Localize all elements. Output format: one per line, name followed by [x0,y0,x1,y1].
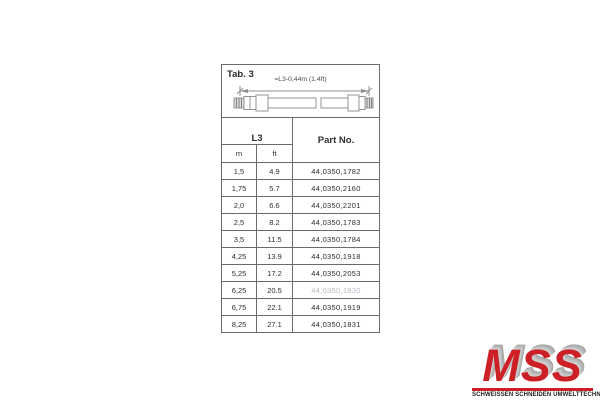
table-caption: Tab. 3 [227,69,254,80]
parts-table-body: Tab. 3 =L3-0,44m (1.4ft) [221,64,380,333]
unit-header-m: m [221,144,257,163]
column-header-part-no: Part No. [292,117,380,163]
table-row: 6,75 22.1 44,0350,1919 [221,298,380,316]
table-row: 8,25 27.1 44,0350,1831 [221,315,380,333]
cell-part-no: 44,0350,1830 [292,281,380,299]
table-row: 2,5 8.2 44,0350,1783 [221,213,380,231]
logo-tagline: SCHWEISSEN SCHNEIDEN UMWELTTECHNIK [472,392,600,398]
cell-length-ft: 11.5 [256,230,293,248]
cell-part-no: 44,0350,1918 [292,247,380,265]
dimension-arrow-right [361,89,369,93]
cell-length-ft: 8.2 [256,213,293,231]
unit-header-ft: ft [256,144,293,163]
table-row: 4,25 13.9 44,0350,1918 [221,247,380,265]
cell-part-no: 44,0350,2160 [292,179,380,197]
parts-table: Tab. 3 =L3-0,44m (1.4ft) [221,64,380,333]
cell-length-ft: 17.2 [256,264,293,282]
cell-length-m: 2,0 [221,196,257,214]
logo-text: MSS [482,340,583,391]
table-row: 5,25 17.2 44,0350,2053 [221,264,380,282]
logo: MSS SCHWEISSEN SCHNEIDEN UMWELTTECHNIK [472,340,600,398]
cell-length-ft: 4.9 [256,162,293,180]
cell-part-no: 44,0350,1783 [292,213,380,231]
cell-length-m: 4,25 [221,247,257,265]
table-row: 3,5 11.5 44,0350,1784 [221,230,380,248]
header-row: L3 Part No. [221,117,380,163]
thread-hatching [236,98,372,108]
table-row: 6,25 20.5 44,0350,1830 [221,281,380,299]
cell-part-no: 44,0350,1782 [292,162,380,180]
cell-length-m: 5,25 [221,264,257,282]
dimension-arrow-left [240,89,248,93]
cell-length-m: 3,5 [221,230,257,248]
cell-length-ft: 13.9 [256,247,293,265]
cell-length-m: 2,5 [221,213,257,231]
drawing-row: Tab. 3 =L3-0,44m (1.4ft) [221,64,380,118]
cell-length-ft: 20.5 [256,281,293,299]
table-row: 1,5 4.9 44,0350,1782 [221,162,380,180]
cell-part-no: 44,0350,1919 [292,298,380,316]
table-row: 2,0 6.6 44,0350,2201 [221,196,380,214]
cell-length-m: 6,25 [221,281,257,299]
cell-length-m: 8,25 [221,315,257,333]
cell-length-m: 6,75 [221,298,257,316]
cell-length-ft: 27.1 [256,315,293,333]
cell-part-no: 44,0350,2053 [292,264,380,282]
cell-length-ft: 22.1 [256,298,293,316]
cell-length-ft: 6.6 [256,196,293,214]
drawing-cell: Tab. 3 =L3-0,44m (1.4ft) [221,64,380,118]
cell-length-ft: 5.7 [256,179,293,197]
logo-underline-bar [472,388,593,391]
cell-length-m: 1,5 [221,162,257,180]
table-row: 1,75 5.7 44,0350,2160 [221,179,380,197]
hose-outline [233,94,374,112]
hose-diagram [233,86,374,112]
cell-part-no: 44,0350,1831 [292,315,380,333]
column-header-l3: L3 [221,117,293,145]
cell-part-no: 44,0350,1784 [292,230,380,248]
cell-length-m: 1,75 [221,179,257,197]
cell-part-no: 44,0350,2201 [292,196,380,214]
dimension-label: =L3-0,44m (1.4ft) [274,76,327,83]
